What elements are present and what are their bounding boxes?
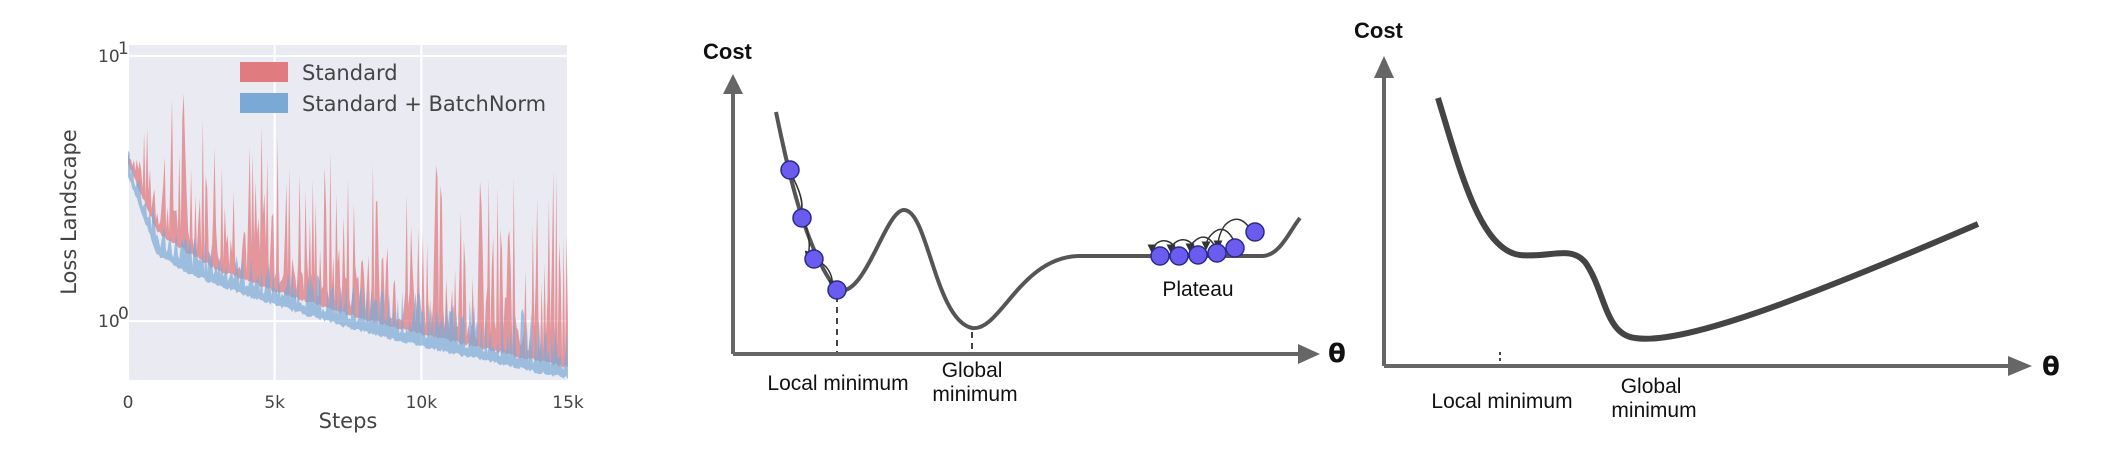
y-tick-label: 10: [98, 47, 120, 67]
global-minimum-label: Global minimum: [932, 359, 1017, 406]
local-minimum-label: Local minimum: [767, 372, 908, 395]
legend-swatch-standard: [240, 62, 288, 82]
plateau-ball: [1225, 238, 1245, 258]
y-axis-label: Loss Landscape: [57, 129, 81, 295]
x-axis-arrowhead: [1298, 344, 1320, 364]
plateau-ball: [1245, 222, 1265, 242]
x-axis-label: θ: [1328, 339, 1346, 369]
plateau-label: Plateau: [1162, 278, 1233, 301]
y-tick-label: 10: [98, 312, 120, 332]
cost-diagram-flat-panel: Cost θ Local minimum Global minimum: [1320, 0, 2118, 462]
plateau-arrow: [1185, 236, 1216, 253]
cost-diagram-plateau: Cost θ: [703, 39, 1346, 406]
x-tick-labels: 0 5k 10k 15k: [123, 393, 584, 413]
legend-label-standard: Standard: [302, 61, 398, 85]
plateau-arrow: [1147, 240, 1177, 254]
x-tick-label: 10k: [406, 393, 438, 413]
plateau-arrow: [1166, 239, 1196, 254]
loss-landscape-panel: 0 5k 10k 15k 10 1 10 0 Steps Loss Landscape St…: [0, 0, 640, 462]
cost-diagram-flat: Cost θ Local minimum Global minimum: [1354, 18, 2060, 422]
y-axis-label: Cost: [1354, 18, 1404, 43]
x-axis-label: θ: [2042, 352, 2060, 382]
y-tick-exponent: 1: [118, 39, 129, 59]
cost-diagram-plateau-panel: Cost θ: [660, 0, 1380, 462]
x-axis-label: Steps: [319, 409, 378, 433]
global-minimum-label: Global minimum: [1611, 375, 1696, 422]
legend-swatch-batchnorm: [240, 93, 288, 113]
y-tick-exponent: 0: [118, 304, 129, 324]
y-axis-arrowhead: [1374, 56, 1394, 78]
series-areas: [128, 93, 568, 380]
x-tick-label: 15k: [552, 393, 584, 413]
y-axis-label: Cost: [703, 39, 753, 64]
descent-ball: [804, 249, 824, 269]
plateau-ball: [1150, 246, 1170, 266]
descent-ball: [780, 160, 800, 180]
x-tick-label: 0: [123, 393, 134, 413]
plateau-arrow: [1201, 228, 1236, 251]
plateau-markers: [1147, 218, 1265, 266]
descent-ball: [827, 280, 847, 300]
series-band-batchnorm: [128, 150, 568, 380]
descent-ball: [792, 208, 812, 228]
x-tick-label: 5k: [264, 393, 285, 413]
descent-markers: [780, 160, 847, 300]
cost-curve: [1435, 97, 1980, 342]
y-axis-arrowhead: [723, 74, 743, 94]
local-minimum-label: Local minimum: [1431, 390, 1572, 413]
legend-label-batchnorm: Standard + BatchNorm: [302, 92, 546, 116]
plateau-ball: [1169, 246, 1189, 266]
x-axis-arrowhead: [2008, 356, 2032, 376]
legend: Standard Standard + BatchNorm: [240, 61, 546, 116]
plateau-arrow: [1213, 218, 1254, 250]
plateau-ball: [1207, 243, 1227, 263]
series-band-standard: [128, 93, 568, 368]
plateau-ball: [1188, 245, 1208, 265]
